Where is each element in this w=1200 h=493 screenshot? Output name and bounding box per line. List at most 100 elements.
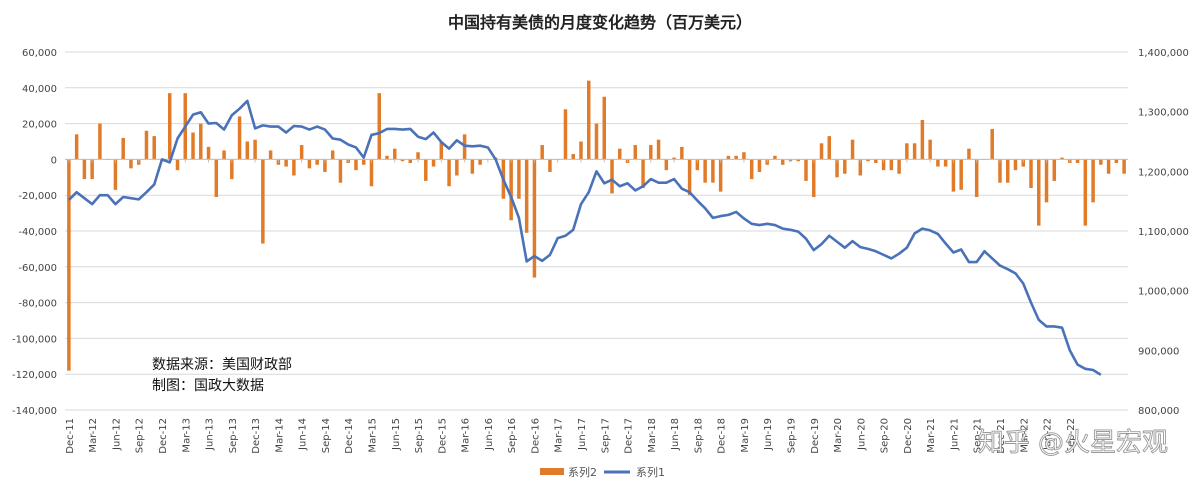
y-right-tick-label: 1,400,000 [1138,48,1189,59]
y-left-tick-label: 20,000 [22,120,57,131]
x-tick-label: Jun-19 [763,418,774,451]
x-tick-label: Mar-20 [833,418,844,453]
bar [773,155,777,160]
bar [1029,159,1033,189]
line-series [67,99,1102,376]
annotation-source: 数据来源：美国财政部 [152,357,292,373]
bar [1091,159,1095,203]
y-left-tick-label: 0 [51,155,57,166]
x-tick-label: Dec-12 [158,418,169,454]
bar [967,148,971,160]
bar [74,134,79,160]
y-right-tick-label: 1,200,000 [1138,167,1189,178]
bar [633,145,638,160]
bar [881,159,886,171]
bar [1005,159,1010,183]
x-tick-label: Sep-20 [880,418,891,453]
watermark: 知乎 @火星宏观 [978,428,1168,458]
bar [858,159,863,176]
bar [199,123,203,160]
x-tick-label: Mar-12 [88,418,99,453]
x-tick-label: Dec-20 [903,418,914,454]
legend-label-series-1: 系列1 [636,465,665,479]
x-tick-label: Mar-14 [274,418,285,453]
bar [67,159,71,371]
bar [951,159,956,192]
bar [82,159,87,180]
bar [664,159,669,171]
bar [548,159,552,172]
x-tick-label: Dec-18 [717,418,728,454]
x-tick-label: Mar-19 [740,418,751,453]
bar [618,148,622,160]
x-tick-label: Jun-22 [1043,418,1054,451]
bar [237,116,242,160]
x-tick-label: Mar-13 [181,418,192,453]
bar [1122,159,1126,174]
bar [1075,159,1080,163]
x-tick-label: Jun-15 [391,418,402,451]
x-tick-label: Dec-15 [437,418,448,454]
x-tick-label: Mar-18 [647,418,658,453]
bar [602,96,606,160]
bar-series [67,80,1126,371]
bar [943,159,948,167]
y-right-tick-label: 1,000,000 [1138,287,1189,298]
y-left-tick-label: 60,000 [22,48,57,59]
bar [571,154,575,160]
y-right-tick-label: 800,000 [1138,406,1179,417]
bar [718,159,723,192]
bar [866,159,870,162]
x-tick-label: Dec-19 [810,418,821,454]
x-tick-label: Sep-14 [321,418,332,453]
bar [206,146,211,160]
bar [470,159,475,174]
legend: 系列2 系列1 [540,465,665,479]
bar [431,159,436,167]
x-tick-label: Jun-12 [111,418,122,451]
bar [214,159,219,197]
y-right-tick-label: 1,100,000 [1138,227,1189,238]
bar [920,120,925,160]
bar [113,159,118,190]
bar [393,148,397,160]
bar [424,159,428,181]
bar [307,159,312,169]
bar [912,143,917,160]
bar [144,130,149,160]
bar [1114,159,1119,163]
y-left-tick-label: -60,000 [18,263,57,274]
bar [687,159,692,196]
x-tick-label: Jun-21 [949,418,960,451]
bar [804,159,808,181]
bar [323,159,327,172]
x-tick-label: Mar-21 [926,418,937,453]
bar [587,80,591,160]
y-left-tick-label: -80,000 [18,299,57,310]
bar [299,145,304,160]
bar [416,152,420,160]
bar [850,139,855,160]
x-tick-label: Dec-21 [996,418,1007,454]
y-left-tick-label: -120,000 [12,370,57,381]
x-tick-label: Sep-21 [973,418,984,453]
x-tick-label: Jun-14 [298,418,309,451]
y-right-tick-label: 900,000 [1138,346,1179,357]
bar [121,137,125,160]
bar [191,132,195,160]
bar [594,123,599,160]
x-tick-label: Dec-16 [530,418,541,454]
bar [656,139,661,160]
bar [827,136,832,160]
x-tick-label: Sep-13 [228,418,239,453]
bar [936,159,940,167]
legend-label-series-2: 系列2 [568,465,597,479]
bar [905,143,909,160]
bar [1044,159,1049,203]
bar [338,159,343,183]
bar [400,159,405,162]
bar [447,159,451,187]
x-tick-label: Sep-18 [693,418,704,453]
bar [680,146,684,160]
